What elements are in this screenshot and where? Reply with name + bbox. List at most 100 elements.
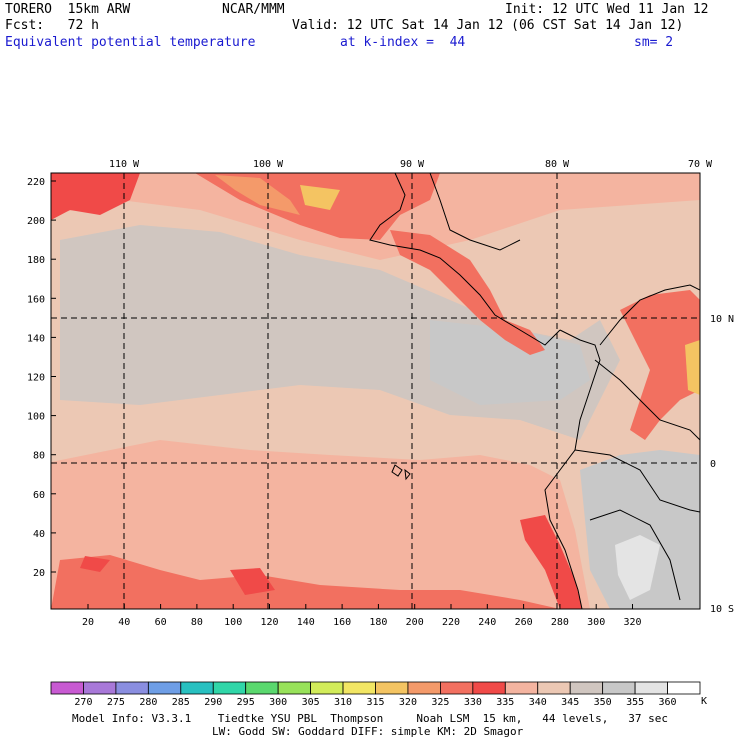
red-spot-south-2 (80, 556, 110, 572)
forecast-hour: Fcst: 72 h (5, 18, 99, 33)
lon-label-70w: 70 W (688, 159, 713, 170)
red-nw-corner (51, 173, 140, 220)
red-central-america (390, 230, 545, 355)
colorbar-swatch (147, 681, 182, 695)
grid-x-label: 140 (297, 617, 315, 628)
grid-x-label: 220 (442, 617, 460, 628)
galapagos-island-2 (404, 468, 411, 481)
yellow-highland (300, 185, 340, 210)
border-ecuador-peru (574, 449, 700, 513)
colorbar-swatch (602, 681, 636, 695)
colorbar-swatch (342, 681, 376, 695)
galapagos-island-1 (391, 464, 403, 477)
colorbar-swatch (50, 681, 84, 695)
grid-y-label: 220 (27, 177, 45, 188)
init-time: Init: 12 UTC Wed 11 Jan 12 (505, 2, 709, 17)
colorbar-swatch (439, 681, 474, 695)
model-title: TORERO 15km ARW (5, 2, 131, 17)
colorbar-label: 345 (561, 697, 579, 708)
colorbar-label: 320 (399, 697, 417, 708)
colorbar-label: 290 (204, 697, 222, 708)
colorbar (50, 681, 701, 695)
red-spot-south-1 (230, 568, 275, 595)
lon-label-100w: 100 W (253, 159, 284, 170)
colorbar-label: 275 (107, 697, 125, 708)
colorbar-label: 280 (139, 697, 157, 708)
colorbar-swatch (537, 681, 571, 695)
map-frame (50, 172, 701, 610)
grid-y-label: 160 (27, 294, 45, 305)
coastline-central-america (369, 173, 561, 346)
colorbar-swatch (212, 681, 247, 695)
grid-y-label: 80 (33, 451, 45, 462)
colorbar-label: 355 (626, 697, 644, 708)
organization-label: NCAR/MMM (222, 2, 285, 17)
colorbar-swatch (667, 681, 701, 695)
field-name: Equivalent potential temperature (5, 35, 256, 50)
lat-label-10s: 10 S (710, 604, 734, 615)
smoothing-label: sm= 2 (634, 35, 674, 50)
grid-y-label: 60 (33, 490, 45, 501)
colorbar-swatch (375, 681, 409, 695)
grid-x-label: 120 (260, 617, 278, 628)
colorbar-label: 350 (594, 697, 612, 708)
orange-mexico (215, 175, 300, 215)
grid-x-label: 200 (406, 617, 424, 628)
coastline-caribbean (599, 284, 700, 346)
grid-x-label: 280 (551, 617, 569, 628)
colorbar-label: 315 (366, 697, 384, 708)
lon-label-80w: 80 W (545, 159, 570, 170)
grid-x-label: 180 (369, 617, 387, 628)
colorbar-label: 360 (659, 697, 677, 708)
coastline-yucatan (429, 173, 521, 251)
model-info-line1: Model Info: V3.3.1 Tiedtke YSU PBL Thomp… (72, 712, 669, 725)
colorbar-swatch (310, 681, 344, 695)
lon-label-110w: 110 W (109, 159, 140, 170)
level-label: at k-index = 44 (340, 35, 466, 50)
grid-x-label: 20 (82, 617, 94, 628)
colorbar-swatch (472, 681, 506, 695)
colorbar-label: 270 (74, 697, 92, 708)
graticule (51, 173, 700, 609)
grid-x-label: 80 (191, 617, 203, 628)
grid-y-labels: 220 200 180 160 140 120 100 80 60 40 20 (27, 177, 45, 579)
colorbar-label: 295 (237, 697, 255, 708)
colorbar-labels: 270 275 280 285 290 295 300 305 310 315 320 325 330 3… (74, 697, 676, 708)
red-patch-south (51, 555, 560, 609)
grid-x-label: 100 (224, 617, 242, 628)
colorbar-swatch (83, 681, 117, 695)
colorbar-swatch (569, 681, 604, 695)
coastlines (369, 173, 700, 609)
colorbar-label: 335 (496, 697, 514, 708)
grid-x-label: 300 (587, 617, 605, 628)
light-grey-patch (430, 320, 590, 405)
warm-band-south (51, 440, 590, 609)
valid-time: Valid: 12 UTC Sat 14 Jan 12 (06 CST Sat … (292, 18, 684, 33)
model-info-line2: LW: Godd SW: Goddard DIFF: simple KM: 2D… (212, 725, 524, 738)
axis-ticks (51, 180, 633, 609)
colorbar-swatch (115, 681, 149, 695)
red-coastal-strip (520, 515, 582, 609)
grid-y-label: 140 (27, 333, 45, 344)
colorbar-label: 305 (302, 697, 320, 708)
grid-x-label: 60 (155, 617, 167, 628)
colorbar-label: 300 (269, 697, 287, 708)
colorbar-swatch (180, 681, 214, 695)
colorbar-swatch (634, 681, 668, 695)
yellow-andes (685, 340, 700, 395)
grid-x-label: 320 (623, 617, 641, 628)
colorbar-swatch (407, 681, 441, 695)
latitude-labels: 10 N 0 10 S (710, 314, 734, 615)
grid-x-label: 160 (333, 617, 351, 628)
grid-y-label: 180 (27, 255, 45, 266)
colorbar-label: 310 (334, 697, 352, 708)
grid-x-labels: 20 40 60 80 100 120 140 160 180 200 220 240 260 280 30… (82, 617, 642, 628)
grid-y-label: 120 (27, 373, 45, 384)
grid-x-label: 240 (478, 617, 496, 628)
grid-y-label: 20 (33, 568, 45, 579)
colorbar-label: 340 (529, 697, 547, 708)
border-peru-brazil (589, 509, 681, 601)
grid-y-label: 40 (33, 529, 45, 540)
red-venezuela (620, 290, 700, 440)
